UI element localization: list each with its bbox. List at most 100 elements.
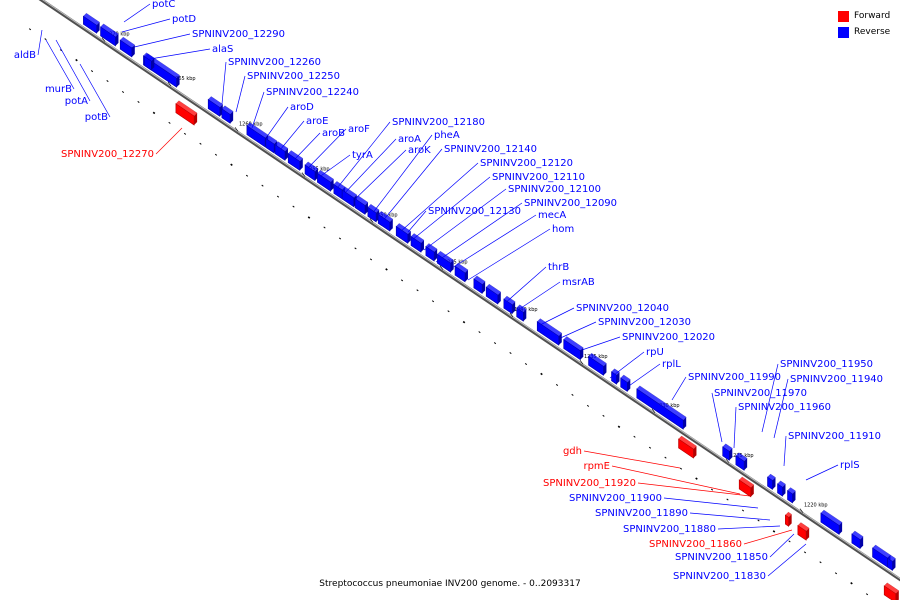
gene-side — [616, 372, 620, 385]
gene-label: SPNINV200_12260 — [228, 57, 321, 68]
gene-label: SPNINV200_11940 — [790, 374, 883, 385]
tick-mark — [725, 458, 730, 463]
gene-box-forward — [785, 511, 792, 527]
tick-mark — [651, 408, 656, 413]
gene-features — [83, 13, 900, 600]
gene-box-reverse — [787, 487, 796, 504]
gene-side — [627, 379, 631, 392]
tick-label: 1265 kbp — [172, 76, 196, 82]
gene-label: rplS — [840, 460, 860, 471]
gene-side — [389, 219, 393, 232]
leader-line — [783, 435, 787, 467]
minor-dot — [648, 446, 652, 449]
gene-label: SPNINV200_11850 — [675, 552, 768, 563]
leader-line — [251, 91, 265, 129]
gene-box-reverse — [395, 223, 412, 244]
gene-label: aroE — [306, 116, 328, 127]
gene-box-reverse — [611, 368, 620, 385]
gene-box-reverse — [536, 318, 563, 346]
gene-label: SPNINV200_12030 — [598, 317, 691, 328]
gene-box-reverse — [473, 275, 486, 295]
gene-side — [788, 514, 792, 527]
minor-dot — [121, 90, 125, 93]
gene-side — [330, 179, 334, 192]
leader-line — [235, 75, 246, 113]
minor-dot — [28, 28, 32, 31]
backbone-highlight — [42, 0, 900, 580]
gene-box-reverse — [851, 530, 864, 550]
gene-box-reverse — [367, 204, 380, 223]
gene-label: pheA — [434, 130, 460, 141]
minor-dot — [509, 352, 512, 355]
minor-dot — [323, 226, 326, 229]
backbone-line — [38, 0, 900, 582]
gene-label: aroD — [290, 102, 314, 113]
minor-dot — [695, 477, 698, 480]
tick-label: 1245 kbp — [444, 260, 468, 266]
minor-dot — [540, 372, 543, 376]
gene-label: gdh — [563, 446, 582, 457]
gene-box-reverse — [144, 53, 155, 71]
leader-line — [407, 210, 427, 233]
leader-line — [399, 162, 479, 233]
gene-side — [464, 269, 468, 282]
minor-dot — [586, 404, 590, 407]
legend-label-reverse: Reverse — [854, 27, 891, 37]
minor-dot — [865, 593, 869, 596]
minor-dot — [90, 70, 94, 73]
gene-label: potA — [65, 96, 88, 107]
minor-dot — [602, 414, 605, 417]
leader-line — [743, 529, 793, 545]
minor-dot — [431, 300, 435, 303]
gene-label: SPNINV200_12270 — [61, 149, 154, 160]
minor-dot — [307, 216, 311, 219]
leader-line — [733, 406, 737, 449]
gene-label: SPNINV200_12140 — [444, 144, 537, 155]
gene-box-reverse — [620, 374, 631, 393]
gene-label: rplL — [662, 359, 681, 370]
gene-side — [772, 477, 776, 490]
minor-dot — [416, 289, 419, 292]
minor-dot — [710, 488, 714, 491]
tick-mark — [799, 508, 804, 513]
gene-side — [792, 490, 796, 503]
leader-line — [671, 376, 687, 401]
gene-box-reverse — [119, 36, 136, 58]
gene-box-reverse — [287, 150, 304, 171]
minor-dot — [571, 393, 574, 396]
gene-side — [895, 590, 899, 600]
gene-label: SPNINV200_12100 — [508, 184, 601, 195]
gene-side — [729, 448, 733, 461]
gene-side — [420, 240, 424, 253]
gene-box-reverse — [563, 336, 584, 361]
gene-label: alaS — [212, 44, 233, 55]
tick-mark — [579, 360, 584, 365]
gene-box-reverse — [767, 473, 776, 490]
leader-line — [711, 392, 723, 443]
gene-side — [558, 333, 562, 346]
minor-dot — [617, 425, 621, 429]
leader-line — [279, 120, 305, 151]
tick-mark — [234, 127, 239, 132]
minor-dot — [772, 530, 776, 533]
minor-dot — [75, 58, 78, 62]
gene-label: SPNINV200_11920 — [543, 478, 636, 489]
gene-box-reverse — [425, 243, 438, 262]
gene-label: aroF — [348, 124, 370, 135]
gene-box-forward — [883, 582, 900, 600]
gene-label: potB — [85, 112, 108, 123]
leader-line — [333, 121, 391, 193]
gene-label: potD — [172, 14, 196, 25]
gene-box-reverse — [820, 509, 843, 535]
minor-dot — [199, 142, 202, 145]
gene-side — [407, 231, 411, 244]
gene-box-reverse — [887, 554, 896, 571]
gene-box-reverse — [516, 304, 527, 322]
gene-label: tyrA — [352, 150, 373, 161]
legend-item-reverse: Reverse — [838, 24, 890, 40]
gene-box-forward — [175, 100, 198, 126]
gene-side — [230, 111, 234, 124]
minor-dot — [447, 310, 450, 313]
gene-label: aldB — [14, 50, 36, 61]
tick-mark — [509, 312, 514, 318]
